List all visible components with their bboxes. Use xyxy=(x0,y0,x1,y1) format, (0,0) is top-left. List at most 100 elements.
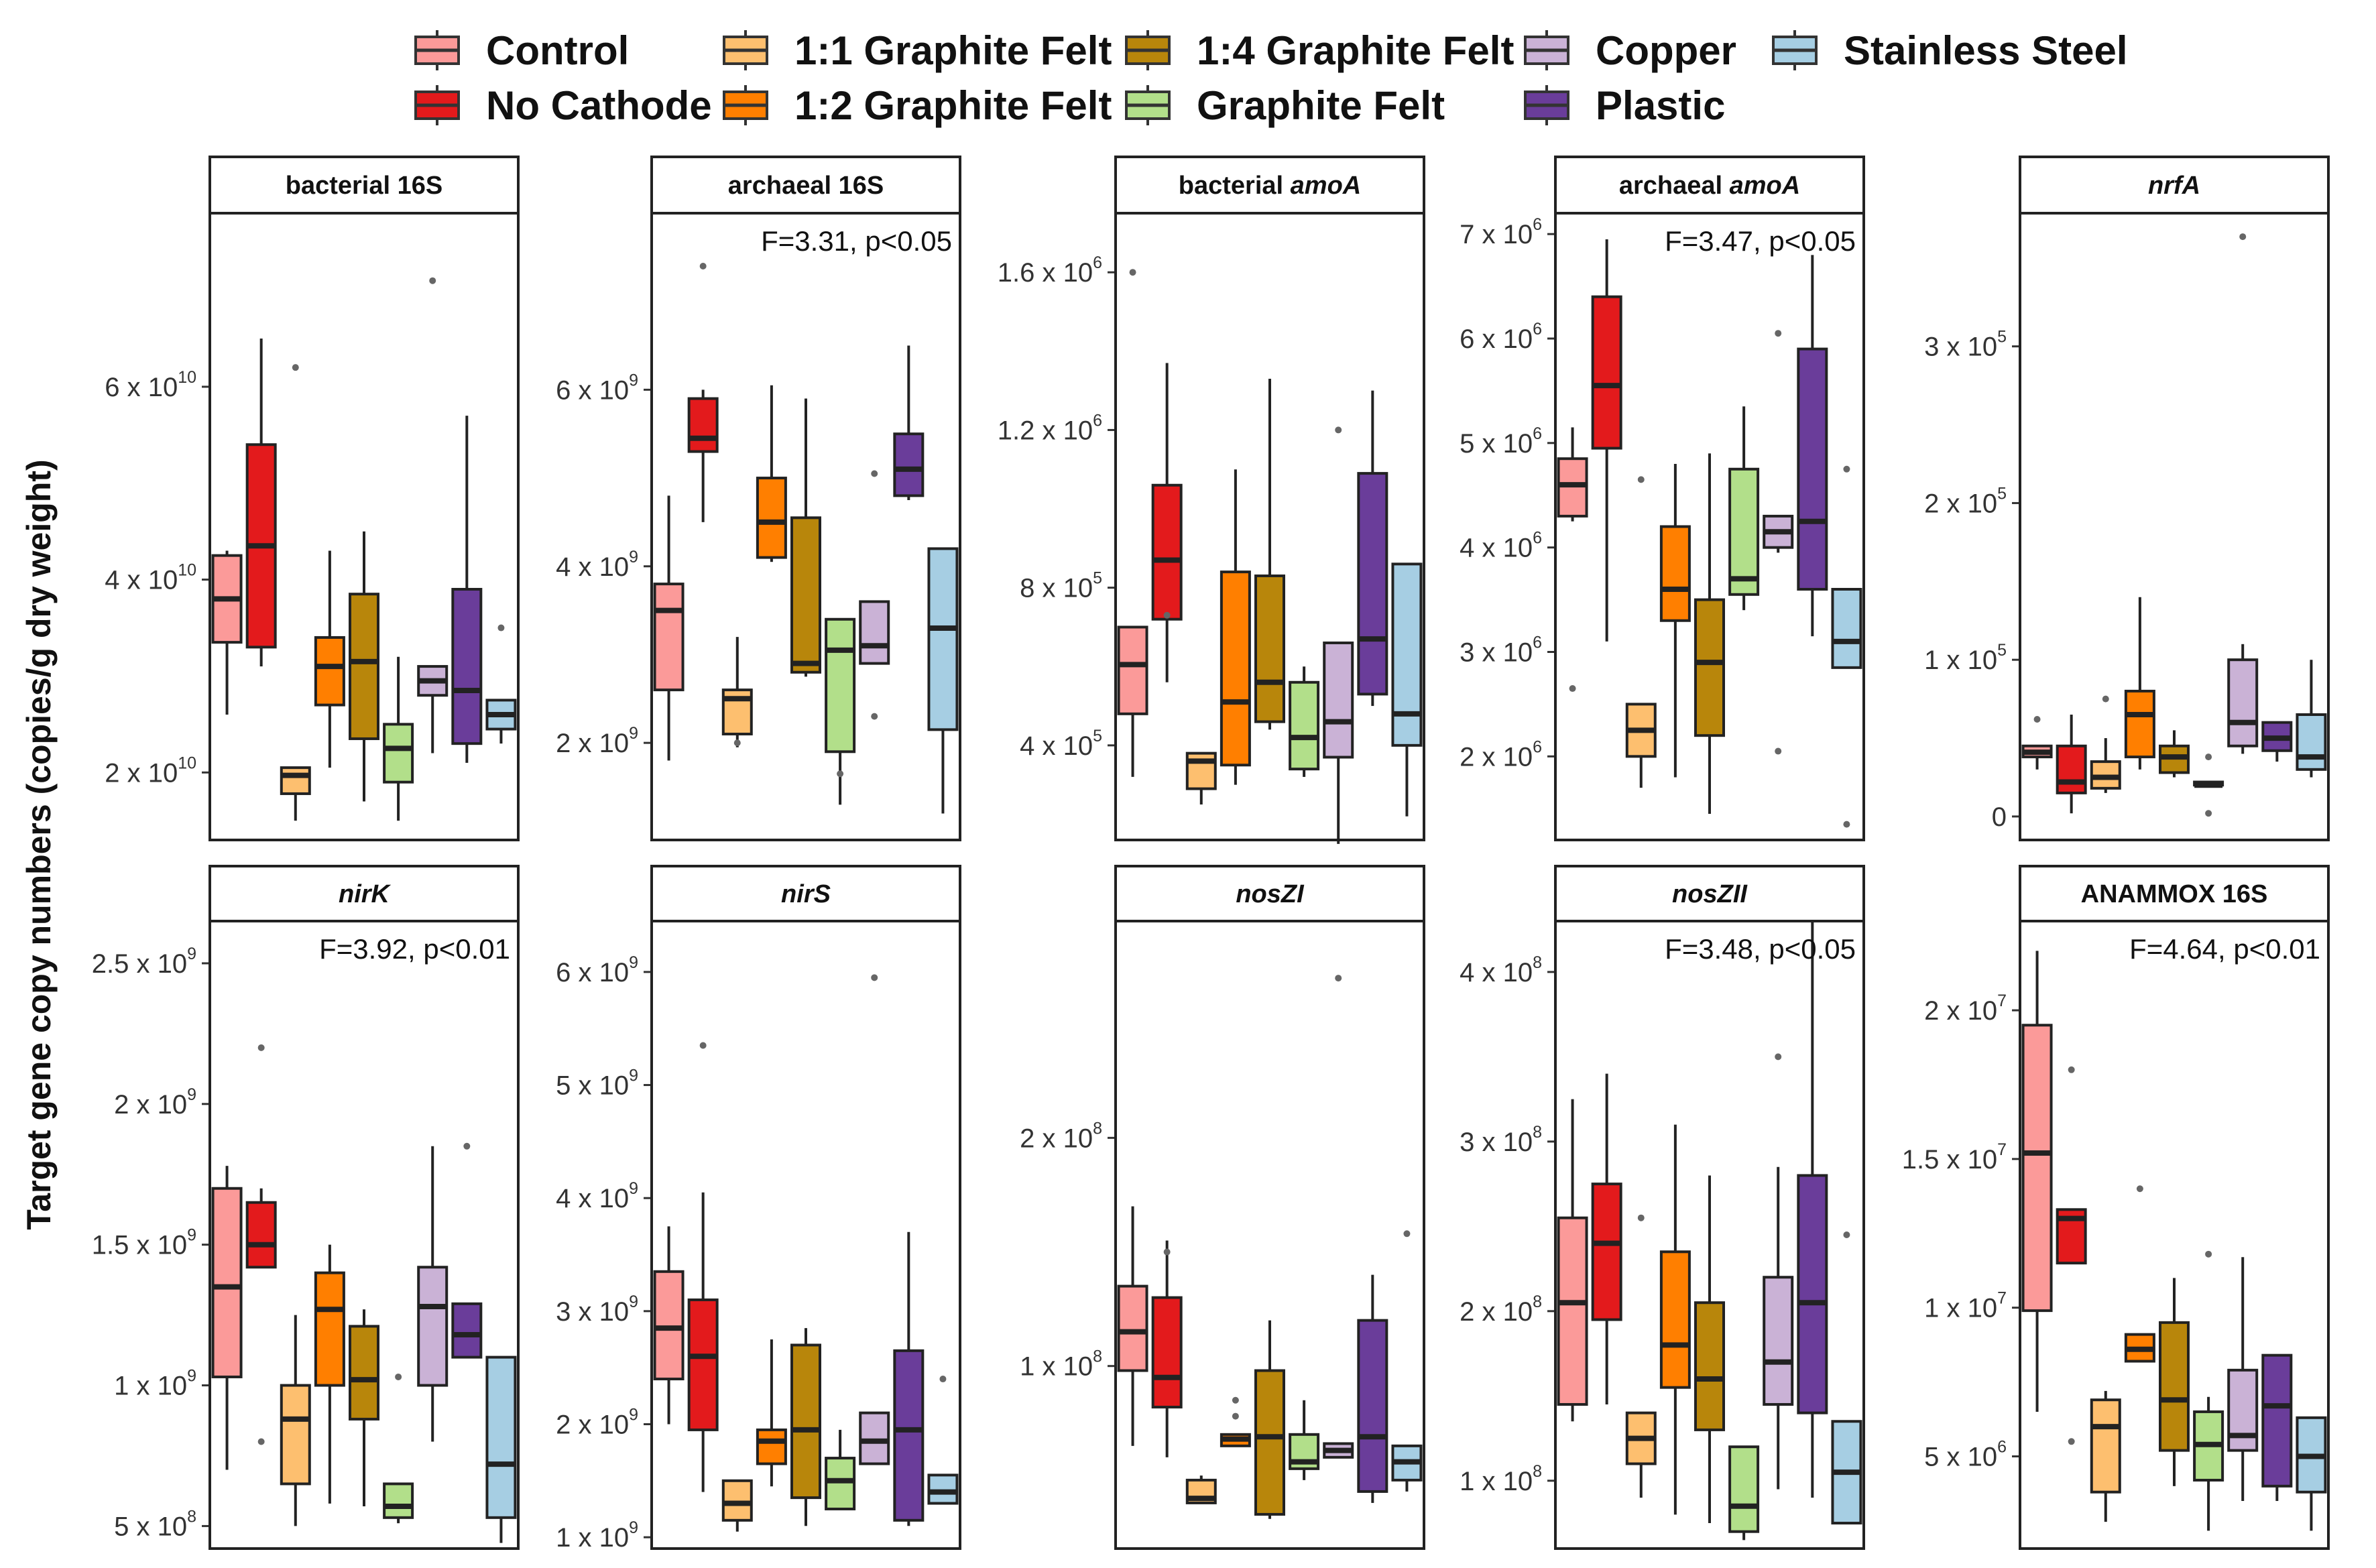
legend-entry: Plastic xyxy=(1524,83,1725,128)
boxplot-group xyxy=(1797,255,1828,637)
boxplot-group xyxy=(1391,1230,1423,1492)
y-tick-label: 5 x 106 xyxy=(1460,424,1542,459)
y-tick-mantissa: 1.6 x 10 xyxy=(998,258,1093,288)
y-tick-label: 5 x 108 xyxy=(114,1507,196,1541)
legend-label: No Cathode xyxy=(486,83,712,128)
boxplot-group xyxy=(2227,1257,2259,1502)
y-tick-mantissa: 8 x 10 xyxy=(1020,574,1093,603)
boxplot-group xyxy=(1728,1445,1760,1541)
y-tick-exponent: 8 xyxy=(1093,1119,1102,1138)
y-tick-mantissa: 4 x 10 xyxy=(556,552,629,582)
boxplot-group xyxy=(1557,427,1588,692)
boxplot-outlier xyxy=(1637,1214,1645,1221)
y-tick-label: 2 x 109 xyxy=(556,1405,638,1439)
y-tick-label: 3 x 106 xyxy=(1460,634,1542,668)
legend-entry: Stainless Steel xyxy=(1772,28,2128,73)
facet-strip xyxy=(2019,865,2330,922)
facet-plot-border xyxy=(209,212,520,841)
legend-label: Graphite Felt xyxy=(1197,83,1445,128)
boxplot-box xyxy=(756,1428,787,1465)
boxplot-group xyxy=(893,345,925,500)
boxplot-outlier xyxy=(871,974,878,981)
boxplot-group xyxy=(1323,426,1354,844)
facet-annotation: F=3.48, p<0.05 xyxy=(1665,933,1856,965)
y-tick-exponent: 5 xyxy=(1093,569,1102,588)
boxplot-group xyxy=(2056,1066,2087,1445)
boxplot-box xyxy=(1254,1369,1285,1516)
boxplot-box xyxy=(1151,483,1183,621)
y-tick-exponent: 10 xyxy=(178,561,196,580)
boxplot-box xyxy=(1117,1284,1148,1372)
facet-strip-label-part: archaeal xyxy=(1619,172,1730,200)
y-tick-exponent: 6 xyxy=(1533,529,1542,548)
y-axis-label: Target gene copy numbers (copies/g dry w… xyxy=(20,459,58,1229)
boxplot-outlier xyxy=(871,470,878,477)
boxplot-box xyxy=(417,1266,449,1387)
legend-label: 1:4 Graphite Felt xyxy=(1197,28,1514,73)
y-tick-label: 2 x 105 xyxy=(1924,484,2007,518)
boxplot-group xyxy=(2261,721,2293,762)
boxplot-box xyxy=(1659,1250,1691,1389)
boxplot-group xyxy=(417,1146,449,1442)
boxplot-outlier xyxy=(2239,233,2247,241)
boxplot-box xyxy=(859,600,890,665)
boxplot-outlier xyxy=(429,277,436,284)
y-tick-exponent: 7 xyxy=(1997,991,2007,1010)
legend-label: 1:1 Graphite Felt xyxy=(794,28,1112,73)
y-tick-mantissa: 6 x 10 xyxy=(105,373,178,402)
boxplot-group xyxy=(245,1044,277,1445)
boxplot-box xyxy=(1151,1296,1183,1408)
legend-label: Stainless Steel xyxy=(1844,28,2128,73)
boxplot-outlier xyxy=(1843,465,1850,473)
boxplot-box xyxy=(1797,1174,1828,1414)
y-tick-label: 2 x 109 xyxy=(114,1085,196,1120)
boxplot-box xyxy=(2056,744,2087,794)
facet-strip-label-part: nosZI xyxy=(1236,880,1305,908)
facet-strip-label: bacterial amoA xyxy=(1179,172,1361,200)
y-tick-mantissa: 4 x 10 xyxy=(1460,958,1533,987)
boxplot-box xyxy=(1797,347,1828,591)
boxplot-box xyxy=(451,588,483,745)
facet-strip-label: archaeal 16S xyxy=(728,172,884,200)
boxplot-box xyxy=(383,1482,414,1519)
boxplot-box xyxy=(485,1355,517,1519)
boxplot-outlier xyxy=(1163,611,1171,619)
legend-entry: 1:2 Graphite Felt xyxy=(723,83,1112,128)
boxplot-group xyxy=(1220,469,1251,785)
boxplot-box xyxy=(1831,588,1862,669)
y-tick-label: 3 x 109 xyxy=(556,1292,638,1327)
boxplot-box xyxy=(721,1479,753,1522)
boxplot-outlier xyxy=(2068,1066,2075,1073)
boxplot-box xyxy=(1289,680,1320,771)
boxplot-group xyxy=(349,531,379,802)
y-tick-exponent: 9 xyxy=(629,548,638,566)
facet-strip-label-part: amoA xyxy=(1291,172,1362,200)
boxplot-outlier xyxy=(1335,426,1342,434)
boxplot-group xyxy=(2296,660,2327,778)
y-tick-exponent: 6 xyxy=(1533,634,1542,652)
y-tick-mantissa: 2 x 10 xyxy=(105,758,178,788)
y-tick-mantissa: 1 x 10 xyxy=(114,1372,187,1401)
boxplot-group xyxy=(2021,716,2053,770)
facet-strip-label: nrfA xyxy=(2148,172,2200,200)
boxplot-box xyxy=(2261,1353,2293,1488)
boxplot-box xyxy=(653,583,685,692)
boxplot-group xyxy=(211,550,243,715)
boxplot-box xyxy=(314,1271,345,1387)
boxplot-box xyxy=(211,1187,243,1378)
boxplot-group xyxy=(451,416,483,763)
y-tick-mantissa: 5 x 10 xyxy=(556,1071,629,1101)
boxplot-box xyxy=(1591,295,1622,450)
boxplot-group xyxy=(1357,390,1388,707)
y-tick-label: 3 x 105 xyxy=(1924,328,2007,362)
y-tick-label: 4 x 106 xyxy=(1460,529,1542,563)
boxplot-group xyxy=(1728,406,1760,611)
legend-label: Control xyxy=(486,28,629,73)
boxplot-group xyxy=(687,263,719,522)
boxplot-group xyxy=(1591,239,1622,642)
y-tick-exponent: 6 xyxy=(1533,320,1542,339)
boxplot-box xyxy=(1357,1319,1388,1493)
y-tick-label: 1.6 x 106 xyxy=(998,253,1102,288)
facet-plot-border xyxy=(650,212,961,841)
